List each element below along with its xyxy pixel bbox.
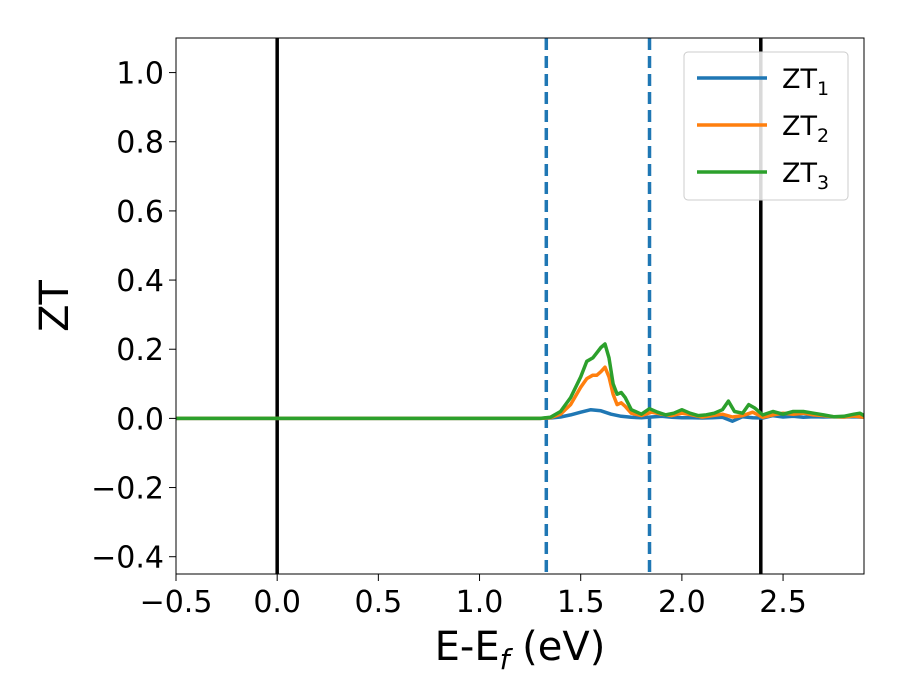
plot-frame xyxy=(175,37,865,575)
x-tick-label: 2.5 xyxy=(759,585,807,620)
x-tick-label: −0.5 xyxy=(140,585,213,620)
x-tick-label: 0.5 xyxy=(354,585,402,620)
series-line-zt3 xyxy=(176,342,864,421)
legend-label-zt3: ZT3 xyxy=(782,158,829,194)
series-line-zt1 xyxy=(176,407,864,423)
legend: ZT1 ZT2 ZT3 xyxy=(683,51,849,201)
y-tick-label: 0.4 xyxy=(116,264,164,299)
x-axis-label: E-Ef (eV) xyxy=(435,624,606,676)
y-axis-label: ZT xyxy=(32,280,78,332)
y-tick-label: 1.0 xyxy=(116,57,164,92)
y-tick-label: −0.4 xyxy=(91,541,164,576)
y-tick-label: 0.8 xyxy=(116,126,164,161)
x-tick-label: 1.5 xyxy=(557,585,605,620)
legend-label-zt2: ZT2 xyxy=(782,111,829,147)
y-tick-label: −0.2 xyxy=(91,472,164,507)
legend-label-zt1: ZT1 xyxy=(782,64,829,100)
y-tick-label: 0.2 xyxy=(116,333,164,368)
y-tick-label: 0.6 xyxy=(116,195,164,230)
y-tick-label: 0.0 xyxy=(116,402,164,437)
x-tick-label: 1.0 xyxy=(456,585,504,620)
x-axis-label-unit: (eV) xyxy=(509,624,605,670)
x-tick-label: 2.0 xyxy=(658,585,706,620)
x-tick-label: 0.0 xyxy=(253,585,301,620)
